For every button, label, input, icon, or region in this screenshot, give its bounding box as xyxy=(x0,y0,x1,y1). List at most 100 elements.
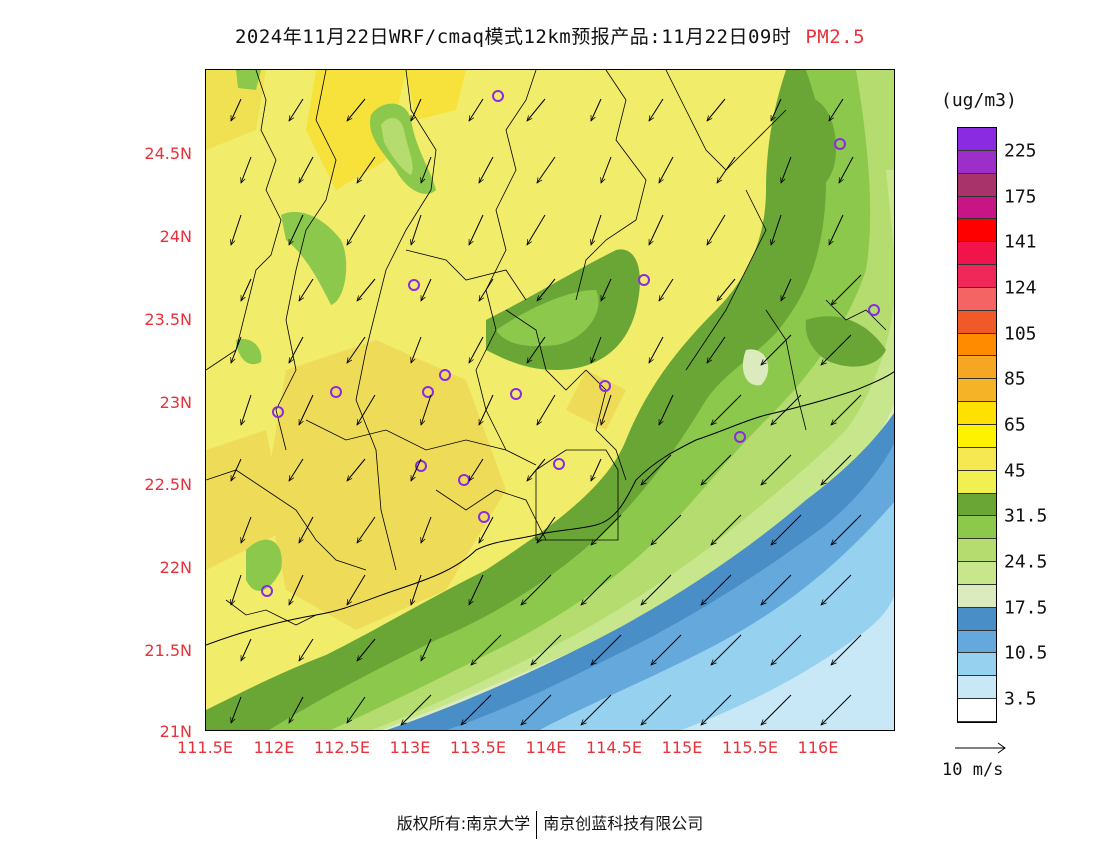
legend-color-segment xyxy=(958,150,996,174)
wind-arrow-icon xyxy=(471,634,502,665)
lon-label: 115E xyxy=(661,738,703,757)
legend-color-segment xyxy=(958,196,996,220)
wind-arrow-icon xyxy=(241,516,252,543)
legend-color-segment xyxy=(958,402,996,425)
legend-tick-label: 65 xyxy=(1004,414,1026,436)
wind-arrow-icon xyxy=(478,156,494,183)
wind-arrow-icon xyxy=(527,458,546,481)
lat-label: 22.5N xyxy=(144,475,192,494)
legend-color-segment xyxy=(958,516,996,540)
wind-arrow-icon xyxy=(838,156,854,183)
legend-tick-label: 31.5 xyxy=(1004,505,1048,527)
wind-arrow-icon xyxy=(298,516,314,543)
wind-arrow-icon xyxy=(240,638,252,661)
wind-arrow-icon xyxy=(240,278,252,301)
wind-arrow-icon xyxy=(591,336,602,363)
lat-label: 22N xyxy=(159,558,192,577)
wind-arrow-icon xyxy=(831,514,862,545)
wind-arrow-icon xyxy=(357,278,376,301)
wind-arrow-icon xyxy=(641,574,672,605)
legend-color-segment xyxy=(958,310,996,334)
wind-arrow-icon xyxy=(298,156,314,183)
wind-arrow-icon xyxy=(771,394,802,425)
lon-label: 112E xyxy=(253,738,295,757)
wind-arrow-icon xyxy=(591,214,602,245)
wind-arrow-icon xyxy=(581,694,612,725)
wind-arrow-icon xyxy=(411,214,422,245)
wind-scale-label: 10 m/s xyxy=(942,760,1004,780)
wind-arrow-icon xyxy=(289,458,304,481)
lat-label: 21N xyxy=(159,722,192,741)
wind-arrow-icon xyxy=(521,694,552,725)
wind-arrow-icon xyxy=(831,634,862,665)
wind-arrow-icon xyxy=(468,214,484,245)
wind-arrow-icon xyxy=(829,98,844,121)
wind-arrow-icon xyxy=(821,694,852,725)
wind-arrow-icon xyxy=(420,278,432,301)
lon-label: 112.5E xyxy=(314,738,370,757)
wind-arrow-icon xyxy=(231,336,242,363)
lon-label: 111.5E xyxy=(177,738,233,757)
wind-arrow-icon xyxy=(711,514,742,545)
wind-arrow-icon xyxy=(649,98,664,121)
wind-arrow-icon xyxy=(231,696,242,723)
wind-arrow-icon xyxy=(347,214,366,245)
wind-arrow-icon xyxy=(828,214,844,245)
wind-arrow-icon xyxy=(601,156,612,183)
legend-tick-label: 141 xyxy=(1004,231,1037,253)
wind-arrow-icon xyxy=(288,214,304,245)
wind-arrow-icon xyxy=(821,454,852,485)
lon-label: 116E xyxy=(797,738,839,757)
legend-color-segment xyxy=(958,493,996,517)
legend-tick-label: 85 xyxy=(1004,368,1026,390)
wind-arrow-icon xyxy=(230,458,242,481)
map-graphic xyxy=(206,70,894,730)
wind-arrow-icon xyxy=(701,694,732,725)
pollutant-label: PM2.5 xyxy=(805,26,866,48)
legend-color-segment xyxy=(958,699,996,722)
legend-tick-label: 225 xyxy=(1004,140,1037,162)
lon-label: 113.5E xyxy=(450,738,506,757)
legend-color-segment xyxy=(958,333,996,357)
lon-label: 113E xyxy=(389,738,431,757)
footer-divider xyxy=(536,810,538,839)
wind-arrow-icon xyxy=(401,694,432,725)
wind-arrow-icon xyxy=(230,98,242,121)
wind-arrow-icon xyxy=(831,274,862,305)
wind-arrow-icon xyxy=(241,156,252,183)
wind-arrow-icon xyxy=(648,214,664,245)
wind-arrow-icon xyxy=(347,336,366,363)
lat-label: 23.5N xyxy=(144,310,192,329)
wind-arrow-icon xyxy=(461,694,492,725)
legend-units: (ug/m3) xyxy=(941,90,1017,111)
legend-color-segment xyxy=(958,447,996,471)
legend-colorbar xyxy=(957,127,997,723)
wind-arrow-icon xyxy=(651,634,682,665)
wind-arrow-icon xyxy=(651,514,682,545)
legend-color-segment xyxy=(958,128,996,151)
legend-color-segment xyxy=(958,630,996,654)
wind-arrow-icon xyxy=(717,156,736,183)
wind-arrow-icon xyxy=(581,574,612,605)
wind-arrow-icon xyxy=(299,278,314,301)
wind-arrow-icon xyxy=(537,278,556,301)
wind-arrow-icon xyxy=(821,334,852,365)
wind-arrow-icon xyxy=(707,98,726,121)
wind-arrow-icon xyxy=(469,458,484,481)
legend-color-segment xyxy=(958,676,996,700)
legend-color-segment xyxy=(958,265,996,288)
wind-arrow-icon xyxy=(780,278,792,301)
wind-arrow-icon xyxy=(478,516,494,543)
legend-color-segment xyxy=(958,287,996,311)
wind-arrow-icon xyxy=(231,574,242,605)
wind-arrow-icon xyxy=(357,516,376,543)
wind-arrow-icon xyxy=(711,634,742,665)
lat-label: 21.5N xyxy=(144,641,192,660)
legend-color-segment xyxy=(958,607,996,631)
wind-arrow-icon xyxy=(771,634,802,665)
wind-arrow-icon xyxy=(648,336,664,363)
wind-arrow-icon xyxy=(601,394,612,425)
legend-tick-label: 17.5 xyxy=(1004,597,1048,619)
legend-color-segment xyxy=(958,562,996,585)
legend-color-segment xyxy=(958,242,996,266)
